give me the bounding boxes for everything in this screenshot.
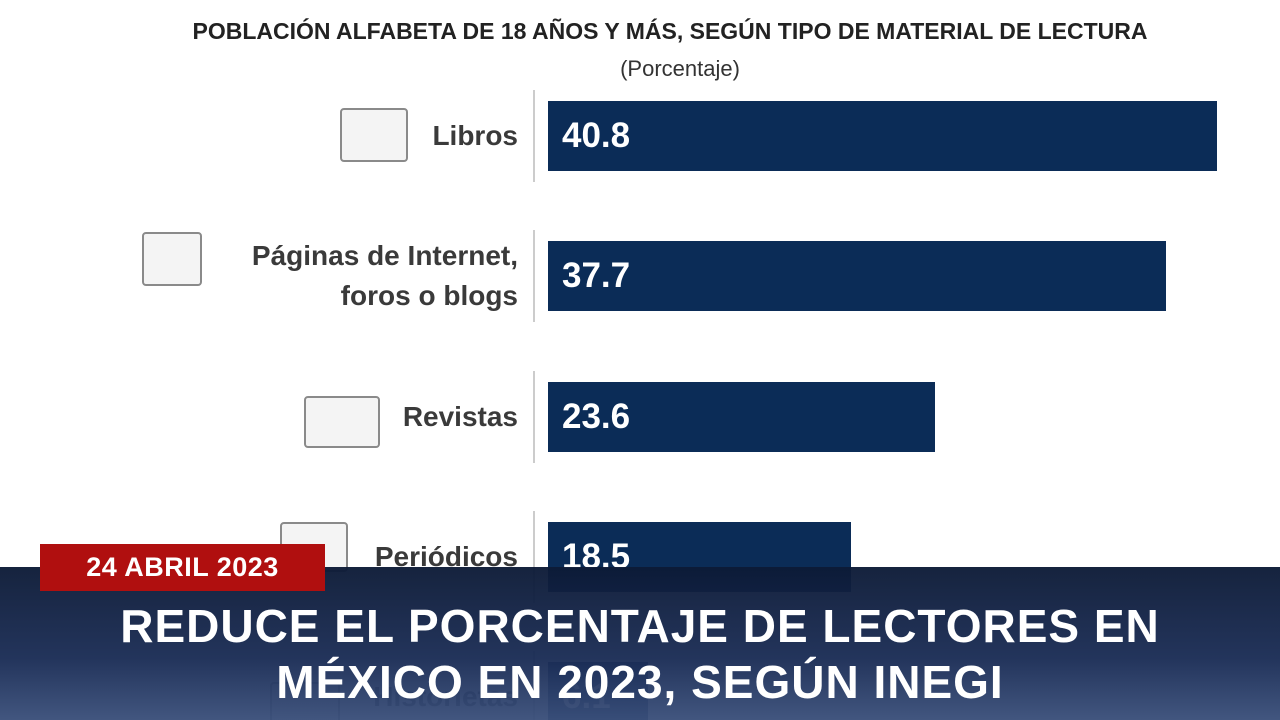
separator [533,371,535,463]
chart-title: POBLACIÓN ALFABETA DE 18 AÑOS Y MÁS, SEG… [192,18,1148,44]
value-label: 23.6 [562,397,631,436]
banner-background [0,567,1280,720]
value-label: 40.8 [562,116,631,155]
separator [533,511,535,603]
bar [548,101,1217,171]
separator [533,90,535,182]
category-label: Páginas de Internet, foros o blogs [251,240,518,311]
bar [548,382,935,452]
date-label: 24 ABRIL 2023 [40,544,325,591]
web-icon [142,232,202,286]
book-icon [340,108,408,162]
headline: REDUCE EL PORCENTAJE DE LECTORES EN MÉXI… [120,600,1160,708]
chart-subtitle: (Porcentaje) [620,56,740,81]
value-label: 37.7 [562,256,631,295]
category-label: Libros [432,120,518,151]
magazine-icon [304,396,380,448]
category-label: Revistas [402,401,518,432]
bar [548,241,1167,311]
separator [533,230,535,322]
category-label: Periódicos [374,541,518,572]
